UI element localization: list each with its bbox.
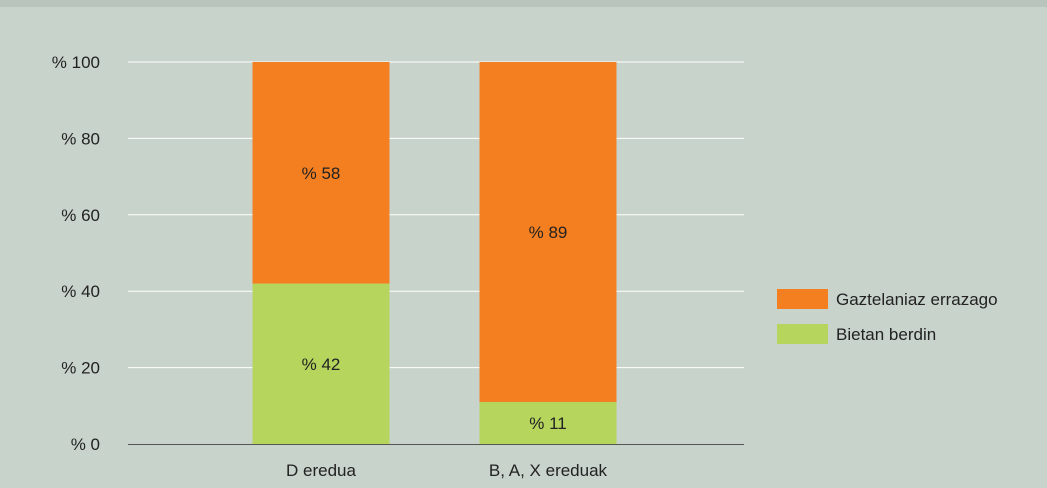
data-label: % 58 [302, 164, 341, 183]
x-tick-label: D eredua [286, 461, 356, 480]
legend-swatch [777, 289, 828, 309]
y-tick-label: % 60 [61, 206, 100, 225]
data-label: % 89 [529, 223, 568, 242]
legend-label: Bietan berdin [836, 325, 936, 344]
y-tick-label: % 0 [71, 435, 100, 454]
x-axis-ticks: D eredua B, A, X ereduak [286, 461, 608, 480]
y-axis-ticks: % 0 % 20 % 40 % 60 % 80 % 100 [52, 53, 100, 454]
bar-segment [252, 283, 390, 444]
bars: % 42 % 58 % 11 % 89 [252, 62, 617, 444]
y-tick-label: % 20 [61, 359, 100, 378]
gridlines [128, 61, 744, 369]
y-tick-label: % 100 [52, 53, 100, 72]
top-band [0, 0, 1047, 7]
legend-swatch [777, 324, 828, 344]
x-tick-label: B, A, X ereduak [489, 461, 608, 480]
bar-segment [252, 62, 390, 284]
y-tick-label: % 40 [61, 282, 100, 301]
bar-segment [479, 401, 617, 444]
y-tick-label: % 80 [61, 129, 100, 148]
data-label: % 42 [302, 355, 341, 374]
legend: Gaztelaniaz errazago Bietan berdin [777, 289, 998, 344]
bar-segment [479, 62, 617, 402]
data-label: % 11 [529, 414, 567, 433]
legend-label: Gaztelaniaz errazago [836, 290, 998, 309]
